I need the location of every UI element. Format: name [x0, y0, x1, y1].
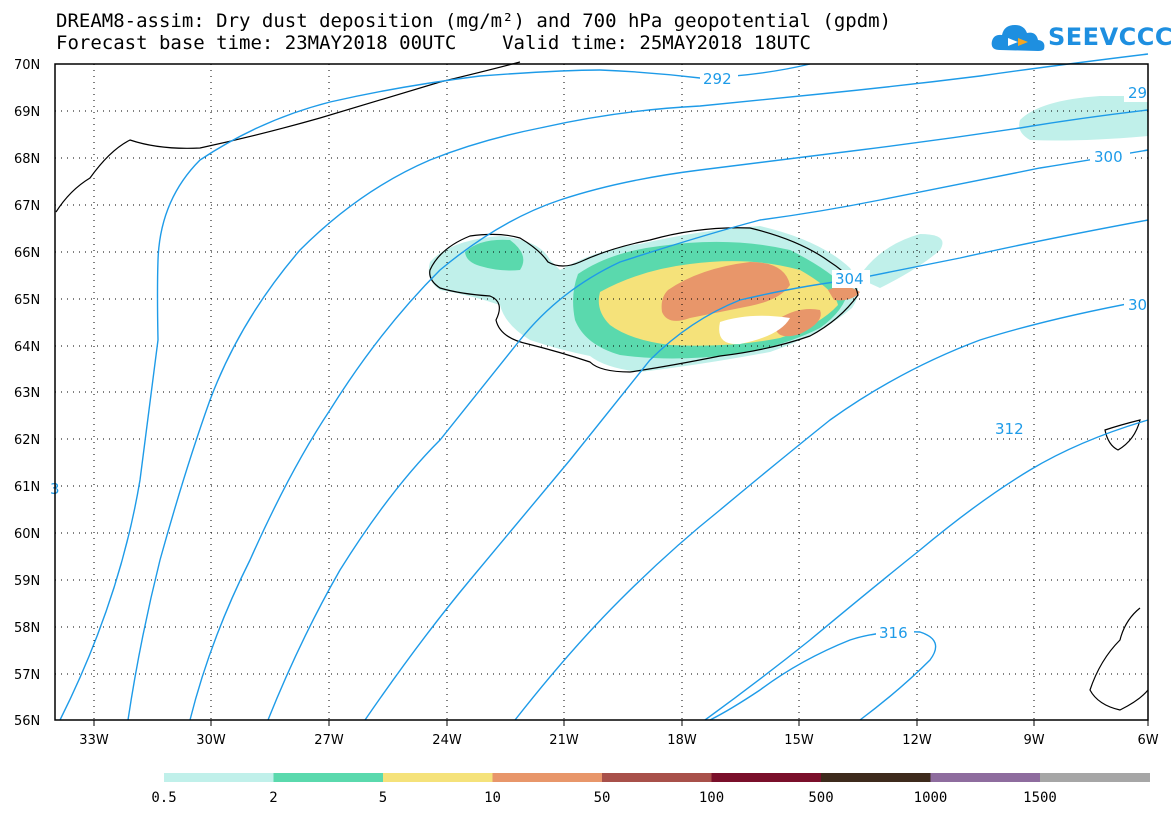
logo-text: SEEVCCC: [1048, 23, 1173, 51]
map-title: DREAM8-assim: Dry dust deposition (mg/m²…: [56, 10, 892, 32]
lon-label: 27W: [314, 733, 344, 748]
contour-line: [127, 53, 1149, 721]
lat-label: 64N: [14, 340, 40, 355]
lat-label: 62N: [14, 433, 40, 448]
legend-label: 500: [808, 790, 833, 806]
seevccc-logo: SEEVCCC: [990, 16, 1173, 60]
dust-area-10: [661, 262, 790, 321]
geopotential-contours: [59, 53, 1149, 721]
legend-label: 50: [594, 790, 611, 806]
lat-label: 61N: [14, 480, 40, 495]
dust-area-2: [465, 239, 524, 271]
legend-swatch: [273, 773, 384, 782]
contour-line: [364, 219, 1149, 721]
lat-label: 70N: [14, 58, 40, 73]
lat-label: 59N: [14, 574, 40, 589]
lon-label: 18W: [667, 733, 697, 748]
lat-label: 68N: [14, 152, 40, 167]
legend-swatch: [711, 773, 822, 782]
dust-area-10: [776, 309, 821, 337]
latitude-labels: 70N 69N 68N 67N 66N 65N 64N 63N 62N 61N …: [14, 58, 40, 729]
legend-label: 10: [484, 790, 501, 806]
lon-label: 33W: [79, 733, 109, 748]
legend-swatch: [383, 773, 493, 782]
contour-label: 300: [1094, 148, 1123, 166]
legend-label: 0.5: [151, 790, 176, 806]
contour-label: 292: [703, 70, 732, 88]
contour-label: 29: [1128, 84, 1147, 102]
axis-ticks: [93, 720, 1149, 726]
lat-label: 57N: [14, 668, 40, 683]
greenland-coast: [55, 61, 521, 213]
lon-label: 6W: [1137, 733, 1158, 748]
contour-label: 312: [995, 420, 1024, 438]
lat-label: 69N: [14, 105, 40, 120]
lon-label: 12W: [902, 733, 932, 748]
dust-area-10: [828, 286, 860, 301]
contour-line: [189, 109, 1149, 721]
contour-line: [514, 299, 1149, 721]
legend-swatch: [821, 773, 931, 782]
graticule: [55, 64, 1148, 720]
lon-label: 15W: [784, 733, 814, 748]
legend-swatch: [1040, 773, 1150, 782]
dust-area-white: [719, 315, 790, 345]
lat-label: 63N: [14, 386, 40, 401]
legend-label: 1500: [1023, 790, 1057, 806]
map-frame: [54, 63, 1149, 721]
legend-swatch: [492, 773, 603, 782]
lat-label: 65N: [14, 293, 40, 308]
longitude-labels: 33W 30W 27W 24W 21W 18W 15W 12W 9W 6W: [79, 733, 1158, 748]
contour-line: [59, 259, 159, 721]
lon-label: 30W: [196, 733, 226, 748]
contour-line: [709, 631, 937, 721]
coastlines: [55, 61, 1149, 711]
contour-label: 316: [879, 624, 908, 642]
faroe-coast: [1104, 419, 1141, 451]
lat-label: 60N: [14, 527, 40, 542]
contour-line: [704, 419, 1149, 721]
scotland-coast: [1089, 607, 1149, 711]
lat-label: 58N: [14, 621, 40, 636]
lat-label: 67N: [14, 199, 40, 214]
map-subtitle: Forecast base time: 23MAY2018 00UTC Vali…: [56, 32, 811, 54]
contour-label: 30: [1128, 296, 1147, 314]
legend-swatch: [930, 773, 1041, 782]
lon-label: 24W: [432, 733, 462, 748]
lon-label: 21W: [549, 733, 579, 748]
cloud-icon: [991, 25, 1045, 51]
color-legend: 0.5 2 5 10 50 100 500 1000 1500: [151, 773, 1150, 806]
lon-label: 9W: [1023, 733, 1044, 748]
lat-label: 56N: [14, 714, 40, 729]
dust-area-0.5: [858, 234, 943, 288]
legend-label: 2: [269, 790, 277, 806]
legend-swatch: [602, 773, 712, 782]
contour-line: [157, 69, 601, 261]
contour-label: 304: [835, 270, 864, 288]
dust-deposition-field: [428, 96, 1148, 372]
legend-label: 100: [699, 790, 724, 806]
legend-label: 5: [379, 790, 387, 806]
contour-line: [267, 149, 1149, 721]
legend-swatch: [164, 773, 274, 782]
lat-label: 66N: [14, 246, 40, 261]
legend-label: 1000: [914, 790, 948, 806]
iceland-coast: [429, 227, 859, 373]
